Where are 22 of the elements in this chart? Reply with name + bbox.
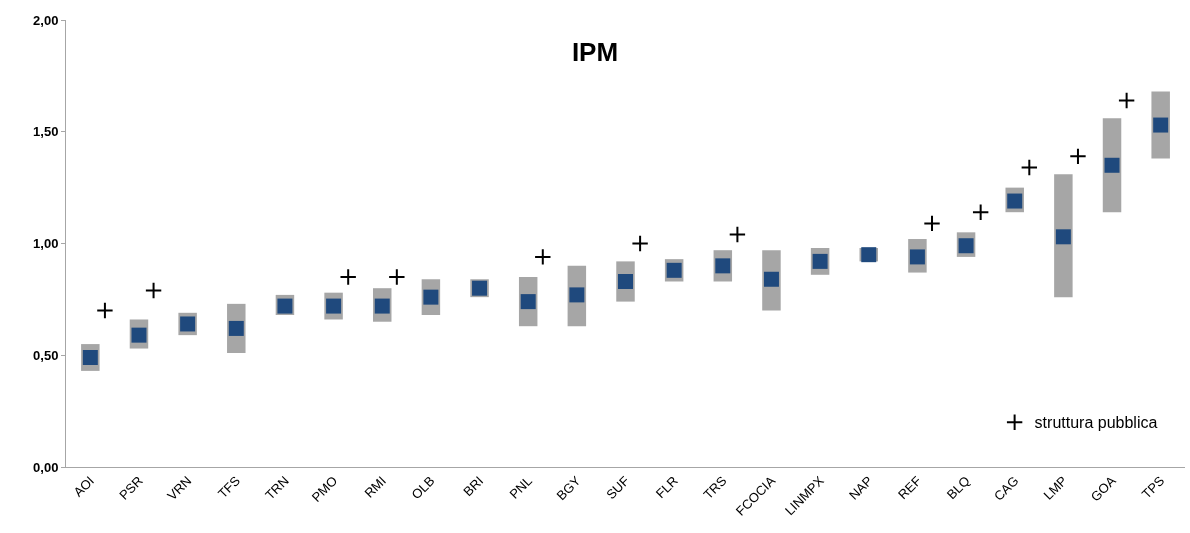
x-tick-label: TPS — [1138, 472, 1168, 502]
x-tick-label: BLQ — [943, 473, 973, 503]
x-tick-label: BRI — [460, 473, 487, 500]
x-tick-label: PNL — [506, 473, 535, 502]
y-tick-label: 1,00 — [33, 236, 59, 252]
y-tick-label: 0,00 — [33, 459, 59, 475]
y-tick-label: 1,50 — [33, 124, 59, 140]
point — [1104, 157, 1120, 173]
x-tick-label: RMI — [361, 473, 389, 501]
y-tick-label: 2,00 — [33, 12, 59, 28]
legend-label: struttura pubblica — [1034, 414, 1158, 432]
x-tick-label: OLB — [408, 473, 438, 503]
x-tick-label: FLR — [652, 473, 681, 502]
point — [1153, 117, 1169, 133]
x-tick-label: AOI — [70, 473, 98, 500]
x-tick-label: TRN — [262, 473, 292, 503]
x-tick-label: TFS — [215, 472, 244, 502]
point — [1055, 229, 1071, 245]
x-tick-label: TRS — [700, 472, 730, 503]
y-tick-label: 0,50 — [33, 347, 59, 363]
bar — [1054, 174, 1073, 298]
text: IPM — [571, 36, 619, 67]
